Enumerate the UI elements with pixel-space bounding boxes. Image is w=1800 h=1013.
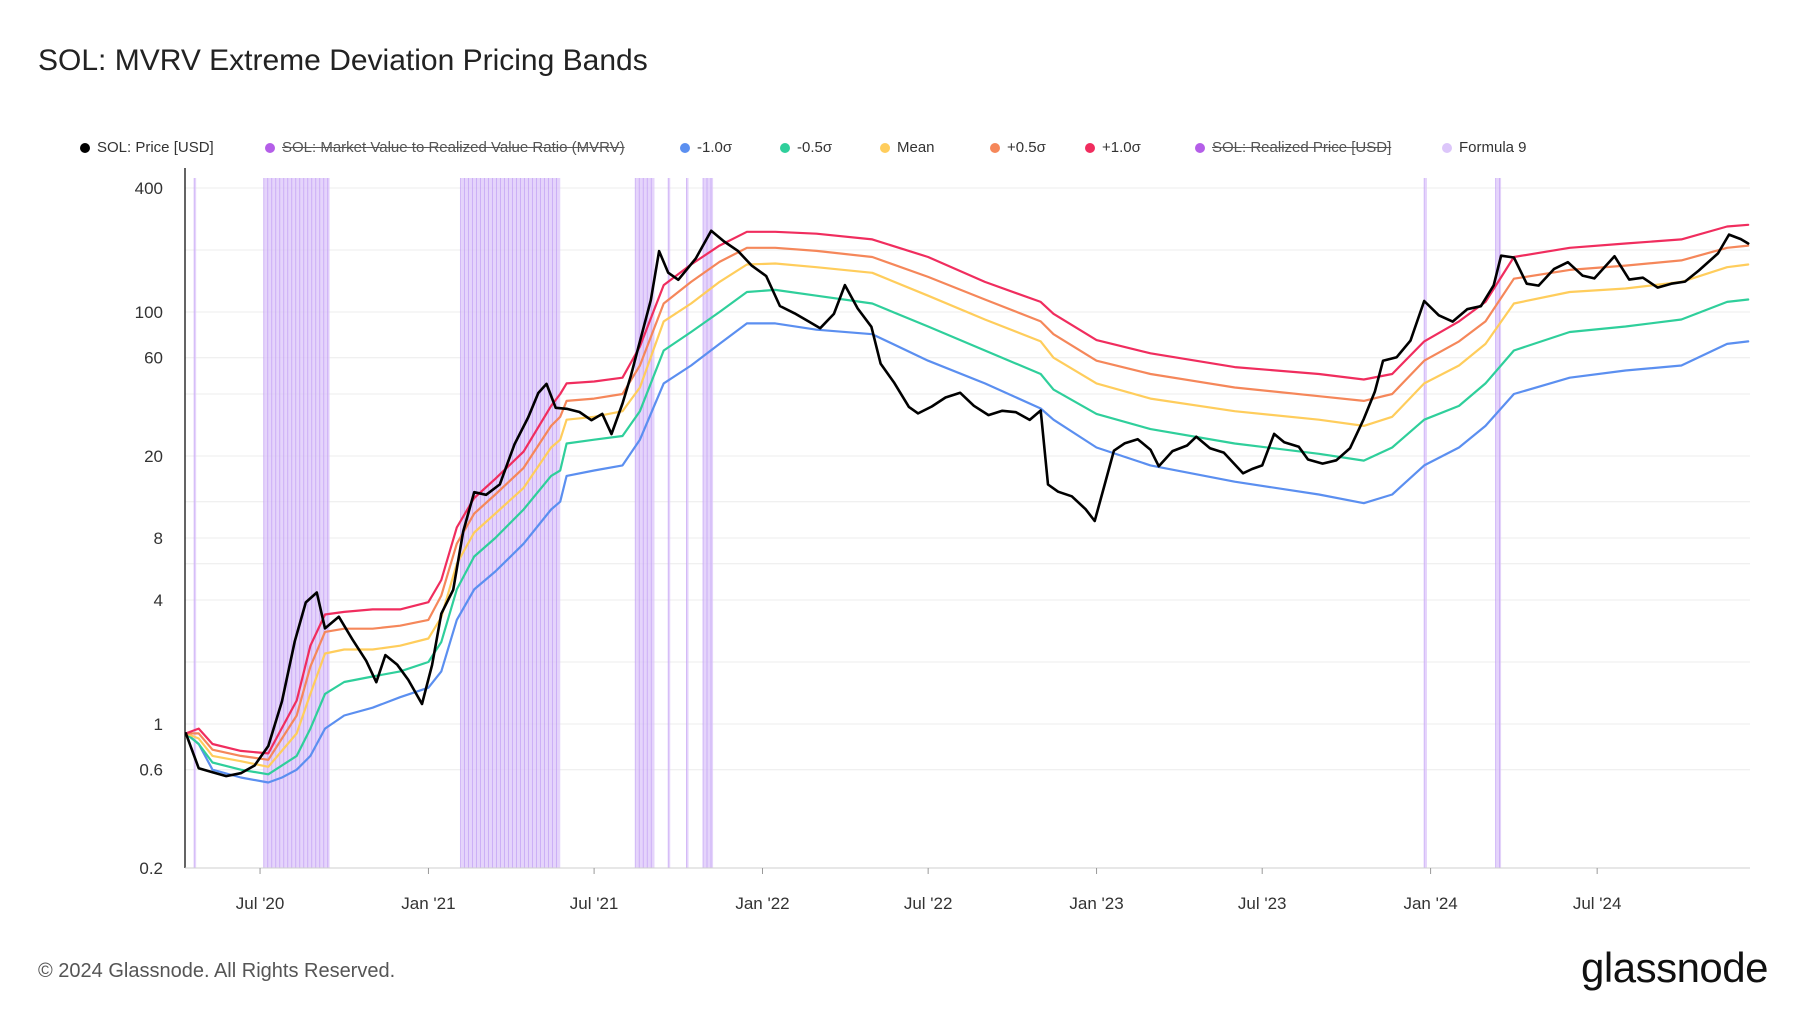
legend-item[interactable]: +0.5σ bbox=[990, 139, 1046, 156]
y-tick-label: 4 bbox=[154, 591, 163, 610]
x-tick-label: Jul '21 bbox=[570, 894, 619, 913]
legend-swatch bbox=[780, 142, 790, 153]
copyright-text: © 2024 Glassnode. All Rights Reserved. bbox=[38, 960, 396, 982]
y-tick-label: 0.6 bbox=[139, 761, 163, 780]
legend-label: +1.0σ bbox=[1102, 139, 1141, 156]
legend-label: SOL: Price [USD] bbox=[97, 139, 214, 156]
formula9-span bbox=[635, 178, 655, 868]
x-tick-label: Jan '22 bbox=[735, 894, 789, 913]
legend-item[interactable]: +1.0σ bbox=[1085, 139, 1141, 156]
y-tick-label: 400 bbox=[135, 179, 163, 198]
legend-item[interactable]: -0.5σ bbox=[780, 139, 832, 156]
legend-swatch bbox=[265, 142, 275, 153]
series-line--0-5- bbox=[184, 288, 1750, 776]
formula9-span bbox=[194, 178, 197, 868]
legend-swatch bbox=[1442, 142, 1452, 153]
x-tick-label: Jul '22 bbox=[904, 894, 953, 913]
legend-label: SOL: Realized Price [USD] bbox=[1212, 139, 1392, 156]
x-tick-label: Jan '21 bbox=[401, 894, 455, 913]
series-line-sol-price-usd- bbox=[184, 229, 1750, 778]
legend-label: -0.5σ bbox=[797, 139, 833, 156]
y-tick-label: 8 bbox=[154, 529, 163, 548]
formula9-span bbox=[686, 178, 689, 868]
y-tick-label: 1 bbox=[154, 715, 163, 734]
legend-swatch bbox=[880, 142, 890, 153]
legend-swatch bbox=[990, 142, 1000, 153]
legend-swatch bbox=[80, 142, 90, 153]
formula9-span bbox=[1495, 178, 1502, 868]
formula9-span bbox=[703, 178, 714, 868]
formula9-span bbox=[668, 178, 671, 868]
legend-swatch bbox=[1195, 142, 1205, 153]
series-line--1-0- bbox=[184, 322, 1750, 784]
legend-item[interactable]: Mean bbox=[880, 139, 935, 156]
formula9-span bbox=[1424, 178, 1427, 868]
legend-item[interactable]: SOL: Market Value to Realized Value Rati… bbox=[265, 139, 625, 156]
x-tick-label: Jan '24 bbox=[1403, 894, 1457, 913]
x-tick-label: Jan '23 bbox=[1069, 894, 1123, 913]
legend-item[interactable]: SOL: Realized Price [USD] bbox=[1195, 139, 1391, 156]
legend-label: +0.5σ bbox=[1007, 139, 1046, 156]
glassnode-logo: glassnode bbox=[1581, 944, 1768, 991]
legend-item[interactable]: Formula 9 bbox=[1442, 139, 1527, 156]
legend-swatch bbox=[680, 142, 690, 153]
formula9-span bbox=[263, 178, 330, 868]
legend-label: Mean bbox=[897, 139, 935, 156]
y-tick-label: 100 bbox=[135, 303, 163, 322]
series-line-mean bbox=[184, 262, 1750, 768]
x-tick-label: Jul '24 bbox=[1573, 894, 1622, 913]
legend-label: Formula 9 bbox=[1459, 139, 1527, 156]
chart-title: SOL: MVRV Extreme Deviation Pricing Band… bbox=[38, 44, 648, 77]
legend-item[interactable]: SOL: Price [USD] bbox=[80, 139, 214, 156]
legend-item[interactable]: -1.0σ bbox=[680, 139, 732, 156]
series-line--0-5- bbox=[184, 244, 1750, 761]
legend-label: -1.0σ bbox=[697, 139, 733, 156]
y-tick-label: 60 bbox=[144, 349, 163, 368]
x-tick-label: Jul '23 bbox=[1238, 894, 1287, 913]
y-tick-label: 20 bbox=[144, 447, 163, 466]
legend-swatch bbox=[1085, 142, 1095, 153]
legend-label: SOL: Market Value to Realized Value Rati… bbox=[282, 139, 625, 156]
y-tick-label: 0.2 bbox=[139, 859, 163, 878]
x-tick-label: Jul '20 bbox=[236, 894, 285, 913]
